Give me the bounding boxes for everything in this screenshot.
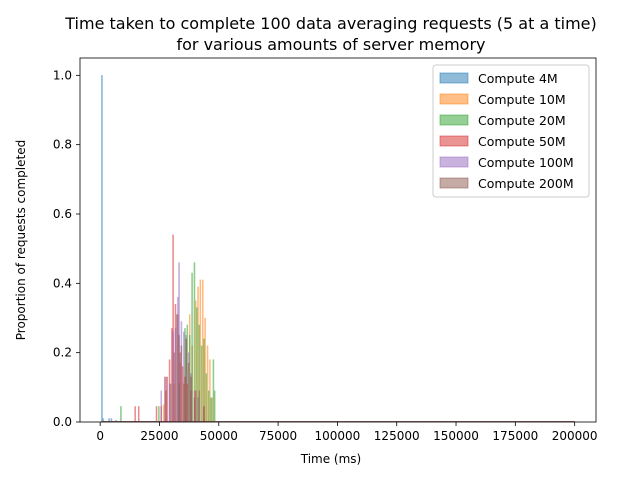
legend-label: Compute 50M <box>478 134 566 149</box>
histogram-bar <box>183 383 185 423</box>
histogram-bar <box>199 279 202 423</box>
histogram-bar <box>191 272 193 423</box>
histogram-bar <box>209 359 211 423</box>
legend-swatch <box>439 72 469 84</box>
x-tick-label: 50000 <box>200 429 238 443</box>
chart-subtitle: for various amounts of server memory <box>177 35 486 54</box>
legend-box <box>432 64 590 198</box>
x-axis-label: Time (ms) <box>300 452 362 466</box>
legend-swatch <box>439 135 469 147</box>
x-tick-label: 175000 <box>492 429 538 443</box>
histogram-bar <box>173 352 176 423</box>
histogram-bar <box>205 373 208 423</box>
histogram-bar <box>120 406 122 423</box>
histogram-bar <box>187 362 190 423</box>
chart-title: Time taken to complete 100 data averagin… <box>64 14 596 33</box>
histogram-bar <box>174 328 177 423</box>
legend-label: Compute 100M <box>478 155 574 170</box>
histogram-bar <box>212 359 215 423</box>
legend-label: Compute 4M <box>478 71 558 86</box>
histogram-bar <box>164 376 166 423</box>
histogram-bar <box>178 335 180 423</box>
y-axis: 0.0 0.2 0.4 0.6 0.8 1.0 <box>53 68 80 429</box>
histogram-bar <box>171 328 173 423</box>
histogram-bar <box>177 297 179 423</box>
histogram-bar <box>196 307 198 423</box>
y-tick-label: 0.8 <box>53 138 72 152</box>
y-tick-label: 1.0 <box>53 68 72 82</box>
x-axis: 0 25000 50000 75000 100000 125000 150000 175000… <box>96 422 598 443</box>
histogram-bar <box>203 406 205 423</box>
x-tick-label: 125000 <box>374 429 420 443</box>
x-tick-label: 200000 <box>552 429 598 443</box>
histogram-bar <box>188 335 191 423</box>
histogram-bar <box>158 406 160 423</box>
histogram-bar <box>155 406 158 423</box>
histogram-bar <box>137 406 140 423</box>
legend-swatch <box>439 177 469 189</box>
histogram-bar <box>186 383 189 423</box>
y-tick-label: 0.4 <box>53 276 72 290</box>
histogram-bar <box>185 338 187 423</box>
histogram-bar <box>206 345 209 423</box>
histogram-bar <box>211 397 214 423</box>
histogram-bar <box>210 397 212 423</box>
y-tick-label: 0.0 <box>53 415 72 429</box>
x-tick-label: 0 <box>96 429 104 443</box>
series-3-bars <box>101 234 575 423</box>
x-tick-label: 150000 <box>433 429 479 443</box>
histogram-bar <box>134 406 136 423</box>
histogram-bar <box>213 390 216 423</box>
histogram-bar <box>197 397 199 423</box>
legend-label: Compute 10M <box>478 92 566 107</box>
plot-frame <box>79 57 597 423</box>
x-tick-label: 100000 <box>315 429 361 443</box>
histogram-bar <box>202 279 204 423</box>
histogram-bar <box>190 376 192 423</box>
histogram-bar <box>200 345 203 423</box>
histogram-bar <box>101 75 103 423</box>
histogram-bar <box>168 383 171 423</box>
histogram-bar <box>165 390 167 423</box>
histogram-bar <box>207 390 210 423</box>
histogram-bar <box>180 345 183 423</box>
histogram-bar <box>175 314 178 423</box>
legend-swatch <box>439 93 469 105</box>
histogram-bar <box>194 390 197 423</box>
histogram-bar <box>179 352 181 423</box>
x-tick-label: 25000 <box>140 429 178 443</box>
histogram-bar <box>169 383 172 423</box>
histogram-bar <box>172 331 174 423</box>
y-tick-label: 0.2 <box>53 346 72 360</box>
histogram-bar <box>204 317 206 423</box>
legend: Compute 4M Compute 10M Compute 20M Compute … <box>432 64 590 198</box>
histogram-bar <box>193 397 196 423</box>
y-tick-label: 0.6 <box>53 207 72 221</box>
x-tick-label: 75000 <box>259 429 297 443</box>
histogram-bar <box>166 376 168 423</box>
y-axis-label: Proportion of requests completed <box>14 140 28 340</box>
histogram-bar <box>184 376 186 423</box>
legend-swatch <box>439 114 469 126</box>
histogram-bar <box>160 390 163 423</box>
legend-label: Compute 20M <box>478 113 566 128</box>
histogram-bar <box>181 366 184 423</box>
histogram-bar <box>162 404 165 423</box>
legend-swatch <box>439 156 469 168</box>
histogram-bar <box>198 390 200 423</box>
legend-label: Compute 200M <box>478 176 574 191</box>
